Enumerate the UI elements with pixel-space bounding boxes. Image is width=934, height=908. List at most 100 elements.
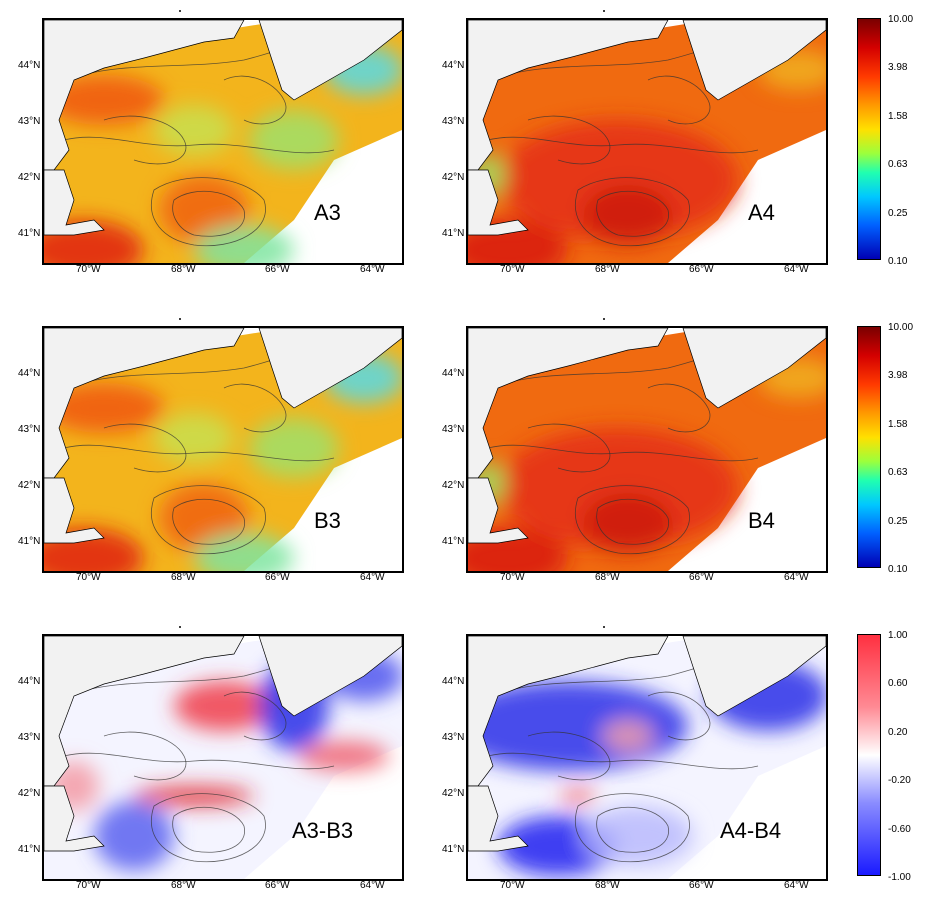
- x-tick-label: 64°W: [784, 264, 809, 275]
- land-cape: [468, 169, 529, 236]
- y-tick-label: 41°N: [442, 536, 465, 547]
- field-blob: [44, 75, 164, 125]
- contour-line: [575, 485, 690, 555]
- x-tick-label: 70°W: [76, 264, 101, 275]
- colorbar-difference: [857, 634, 881, 876]
- colorbar-label: 0.63: [888, 159, 908, 170]
- y-tick-label: 44°N: [442, 676, 465, 687]
- y-tick-label: 44°N: [18, 368, 41, 379]
- field-blob: [249, 110, 339, 170]
- y-tick-label: 44°N: [18, 60, 41, 71]
- x-tick-label: 66°W: [265, 572, 290, 583]
- x-tick-label: 68°W: [595, 264, 620, 275]
- colorbar-label: 10.00: [888, 322, 914, 333]
- contour-line: [172, 806, 245, 853]
- map-field-a4: [468, 20, 826, 263]
- land-cape: [44, 477, 105, 544]
- contour-line: [487, 444, 759, 462]
- field-blob: [560, 790, 596, 802]
- contour-line: [103, 731, 187, 781]
- y-tick-label: 43°N: [18, 424, 41, 435]
- panel-label: B3: [314, 508, 341, 533]
- x-tick-label: 70°W: [500, 572, 525, 583]
- panel-label: A3: [314, 200, 341, 225]
- field-blob: [174, 681, 274, 731]
- y-tick-label: 41°N: [18, 228, 41, 239]
- x-tick-label: 66°W: [689, 264, 714, 275]
- colorbar-label: 3.98: [888, 62, 908, 73]
- land-nova-scotia: [682, 20, 826, 101]
- y-tick-label: 42°N: [18, 172, 41, 183]
- panel-label: A4-B4: [720, 818, 782, 843]
- colorbar-label: -1.00: [888, 872, 911, 883]
- contour-line: [103, 423, 187, 473]
- map-field-a3: [44, 20, 402, 263]
- map-field-a4-b4: [468, 636, 826, 879]
- map-panel-b3: B3: [42, 326, 404, 573]
- contour-line: [63, 444, 335, 462]
- y-tick-label: 42°N: [18, 480, 41, 491]
- field-blob: [583, 806, 693, 866]
- land-cape: [468, 785, 529, 852]
- y-tick-label: 41°N: [18, 844, 41, 855]
- x-tick-label: 68°W: [171, 880, 196, 891]
- map-panel-a3-b3: A3-B3: [42, 634, 404, 881]
- panel-label: B4: [748, 508, 775, 533]
- contour-line: [596, 190, 669, 237]
- contour-line: [596, 498, 669, 545]
- colorbar-label: 1.58: [888, 111, 908, 122]
- contour-line: [223, 691, 287, 741]
- land-cape: [468, 477, 529, 544]
- colorbar-label: 10.00: [888, 14, 914, 25]
- field-blobs: [468, 661, 826, 876]
- colorbar-label: 3.98: [888, 370, 908, 381]
- x-tick-label: 70°W: [500, 264, 525, 275]
- contour-line: [172, 190, 245, 237]
- field-blob: [94, 801, 174, 871]
- colorbar-label: 0.10: [888, 564, 908, 575]
- panel-label: A3-B3: [292, 818, 354, 843]
- x-tick-label: 64°W: [360, 880, 385, 891]
- land-nova-scotia: [258, 636, 402, 717]
- colorbar-label: 0.10: [888, 256, 908, 267]
- top-tick-mark: [179, 318, 181, 320]
- x-tick-label: 66°W: [265, 264, 290, 275]
- y-tick-label: 41°N: [18, 536, 41, 547]
- top-tick-mark: [179, 10, 181, 12]
- map-panel-a4-b4: A4-B4: [466, 634, 828, 881]
- map-panel-a4: A4: [466, 18, 828, 265]
- y-tick-label: 41°N: [442, 228, 465, 239]
- contour-line: [575, 793, 690, 863]
- field-blob: [583, 493, 673, 553]
- colorbar-label: 1.00: [888, 630, 908, 641]
- field-blob: [603, 721, 653, 751]
- x-tick-label: 64°W: [784, 880, 809, 891]
- contour-line: [596, 806, 669, 853]
- field-blob: [44, 383, 164, 433]
- x-tick-label: 68°W: [595, 880, 620, 891]
- colorbar-label: 0.25: [888, 208, 908, 219]
- x-tick-label: 68°W: [171, 264, 196, 275]
- contour-line: [647, 75, 711, 125]
- contour-line: [527, 115, 611, 165]
- land-cape: [44, 169, 105, 236]
- field-blobs: [44, 353, 402, 571]
- x-tick-label: 64°W: [360, 572, 385, 583]
- field-blob: [134, 786, 254, 806]
- contour-line: [527, 731, 611, 781]
- map-field-a3-b3: [44, 636, 402, 879]
- field-blob: [154, 105, 234, 155]
- contour-line: [575, 177, 690, 247]
- y-tick-label: 43°N: [442, 116, 465, 127]
- contour-line: [527, 423, 611, 473]
- x-tick-label: 68°W: [171, 572, 196, 583]
- x-tick-label: 70°W: [76, 572, 101, 583]
- y-tick-label: 42°N: [442, 788, 465, 799]
- contour-line: [223, 383, 287, 433]
- x-tick-label: 64°W: [784, 572, 809, 583]
- contour-line: [63, 752, 335, 770]
- y-tick-label: 42°N: [442, 172, 465, 183]
- land-nova-scotia: [258, 328, 402, 409]
- x-tick-label: 70°W: [76, 880, 101, 891]
- contour-line: [647, 691, 711, 741]
